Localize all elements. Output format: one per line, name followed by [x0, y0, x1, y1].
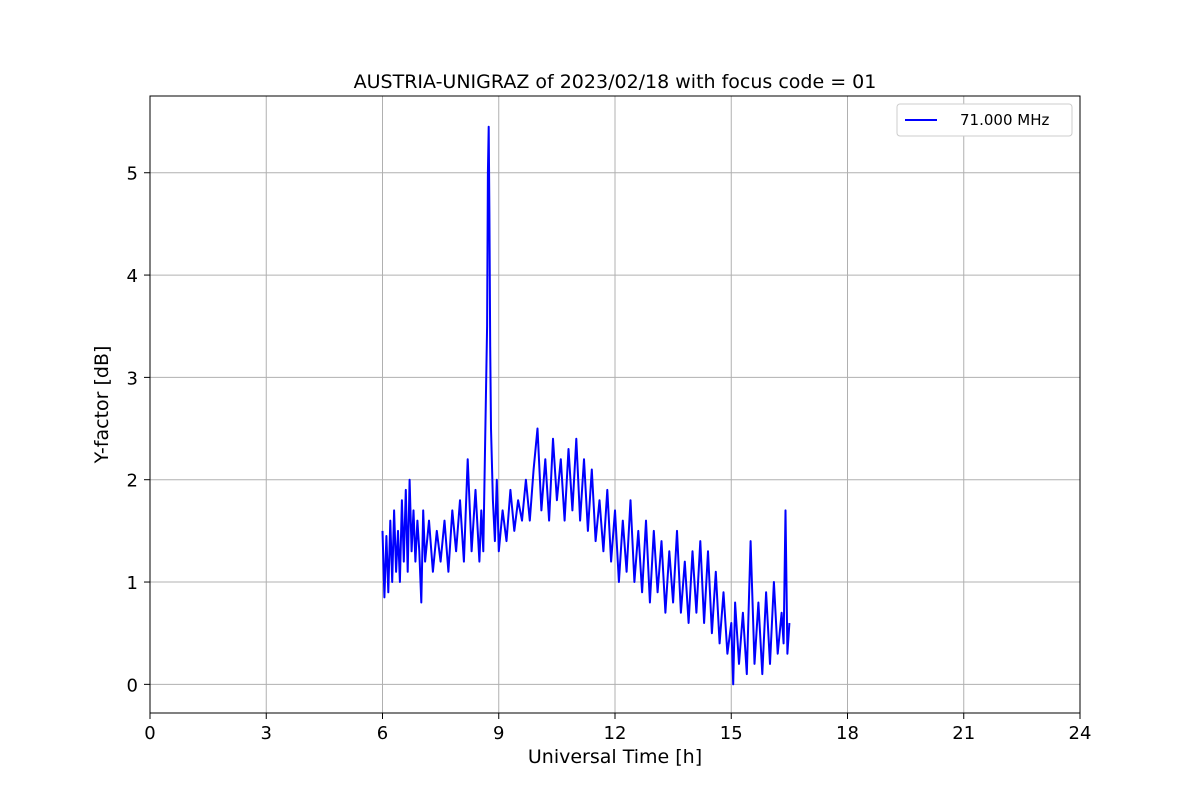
x-tick-label: 18 [836, 723, 859, 744]
x-tick-label: 0 [144, 723, 155, 744]
x-tick-label: 21 [952, 723, 975, 744]
y-tick-label: 0 [127, 675, 138, 696]
series-line [381, 125, 791, 686]
y-tick-label: 2 [127, 471, 138, 492]
series-layer [381, 125, 791, 686]
x-tick-label: 12 [604, 723, 627, 744]
legend: 71.000 MHz [896, 103, 1073, 137]
y-tick-label: 1 [127, 573, 138, 594]
legend-label: 71.000 MHz [960, 111, 1049, 129]
y-tick-label: 3 [127, 368, 138, 389]
x-axis-label: Universal Time [h] [528, 746, 702, 768]
y-tick-label: 5 [127, 164, 138, 185]
x-tick-label: 6 [377, 723, 388, 744]
x-tick-label: 9 [493, 723, 504, 744]
x-tick-label: 24 [1069, 723, 1092, 744]
legend-box [896, 103, 1073, 137]
y-tick-label: 4 [127, 266, 138, 287]
y-axis-label: Y-factor [dB] [91, 346, 113, 465]
x-tick-label: 15 [720, 723, 743, 744]
x-tick-label: 3 [261, 723, 272, 744]
chart-title: AUSTRIA-UNIGRAZ of 2023/02/18 with focus… [354, 71, 877, 93]
